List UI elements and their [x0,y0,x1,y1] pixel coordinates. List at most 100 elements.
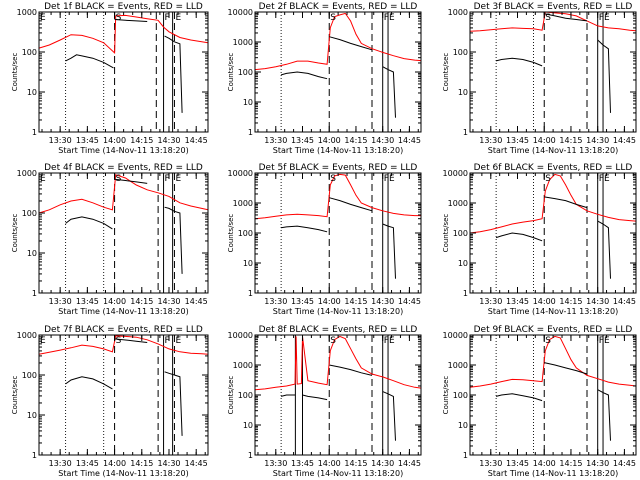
x-tick-label: 14:30 [586,459,609,468]
event-marker-label: F [384,336,389,346]
x-tick-label: 14:15 [344,459,367,468]
lld-series-line [469,173,637,234]
lld-series-line [38,14,209,55]
lld-series-line [254,335,422,391]
events-series-line [495,57,543,67]
y-tick-label: 100 [22,371,37,380]
x-tick-label: 14:00 [318,459,341,468]
y-tick-label: 10000 [228,169,253,178]
y-axis-label: Counts/sec [11,376,19,415]
y-tick-label: 100 [453,391,468,400]
x-tick-label: 14:30 [371,297,394,306]
y-axis-label: Counts/sec [11,214,19,253]
y-tick-label: 1000 [233,199,253,208]
y-tick-label: 100 [22,48,37,57]
events-series-line [544,196,588,209]
x-tick-label: 14:00 [533,297,556,306]
x-tick-label: 14:45 [398,459,421,468]
y-tick-label: 10 [458,259,468,268]
event-marker-label: F [384,13,389,23]
x-tick-label: 14:45 [613,459,636,468]
x-axis-label: Start Time (14-Nov-11 13:18:20) [273,469,403,478]
x-tick-label: 13:45 [291,297,314,306]
plot-frame [254,11,422,133]
x-tick-label: 14:00 [103,297,126,306]
y-tick-label: 10 [243,98,253,107]
y-tick-label: 10 [243,421,253,430]
x-tick-label: 14:00 [103,459,126,468]
x-axis-label: Start Time (14-Nov-11 13:18:20) [273,146,403,155]
y-tick-label: 10000 [443,169,468,178]
event-marker-label: E [604,174,610,184]
x-tick-label: 14:15 [344,136,367,145]
events-series-line [329,36,373,51]
chart-title: Det 3f BLACK = Events, RED = LLD [474,2,633,12]
chart-title: Det 7f BLACK = Events, RED = LLD [44,325,203,335]
event-marker-label: E [40,13,46,23]
x-tick-label: 13:45 [76,459,99,468]
x-tick-label: 13:30 [264,136,287,145]
y-tick-label: 1000 [17,169,37,178]
x-tick-label: 14:00 [533,136,556,145]
y-tick-label: 100 [238,391,253,400]
event-marker-label: S [330,336,336,346]
x-tick-label: 14:15 [559,297,582,306]
lld-series-line [254,12,422,71]
y-axis-label: Counts/sec [227,53,235,92]
x-tick-label: 13:45 [506,297,529,306]
y-tick-label: 1 [463,128,468,137]
y-tick-label: 10000 [228,331,253,340]
event-marker-label: E [175,336,181,346]
y-tick-label: 1000 [448,361,468,370]
event-marker-label: E [40,174,46,184]
y-tick-label: 1 [32,128,37,137]
lld-series-line [469,335,637,388]
x-tick-label: 14:00 [533,459,556,468]
x-tick-label: 14:45 [613,297,636,306]
lld-series-line [38,174,209,214]
y-tick-label: 10 [27,88,37,97]
y-tick-label: 10 [243,259,253,268]
x-tick-label: 13:30 [49,459,72,468]
event-marker-label: F [384,174,389,184]
y-tick-label: 100 [22,209,37,218]
plot-frame [38,334,209,456]
x-axis-label: Start Time (14-Nov-11 13:18:20) [488,307,618,316]
x-axis-label: Start Time (14-Nov-11 13:18:20) [58,307,188,316]
events-series-line [382,66,396,118]
event-marker-label: S [116,336,122,346]
events-series-line [114,19,148,22]
x-tick-label: 14:00 [103,136,126,145]
event-marker-label: S [545,174,551,184]
y-tick-label: 1 [248,451,253,460]
y-tick-label: 1000 [233,38,253,47]
event-marker-label: F [165,174,170,184]
y-tick-label: 1 [463,451,468,460]
plot-frame [469,172,637,294]
x-axis-label: Start Time (14-Nov-11 13:18:20) [488,469,618,478]
events-series-line [329,364,373,376]
event-marker-label: S [330,13,336,23]
event-marker-label: E [175,13,181,23]
x-tick-label: 14:45 [185,297,208,306]
chart-title: Det 2f BLACK = Events, RED = LLD [259,2,418,12]
events-series-line [280,71,328,80]
events-series-line [114,338,148,343]
plot-frame [469,11,637,133]
event-marker-label: S [116,13,122,23]
x-tick-label: 14:30 [586,297,609,306]
x-axis-label: Start Time (14-Nov-11 13:18:20) [58,146,188,155]
y-tick-label: 10 [458,88,468,97]
event-marker-label: E [175,174,181,184]
lld-series-line [254,173,421,220]
y-tick-label: 100 [238,229,253,238]
event-marker-label: E [389,174,395,184]
event-marker-label: S [545,336,551,346]
event-marker-label: E [604,13,610,23]
